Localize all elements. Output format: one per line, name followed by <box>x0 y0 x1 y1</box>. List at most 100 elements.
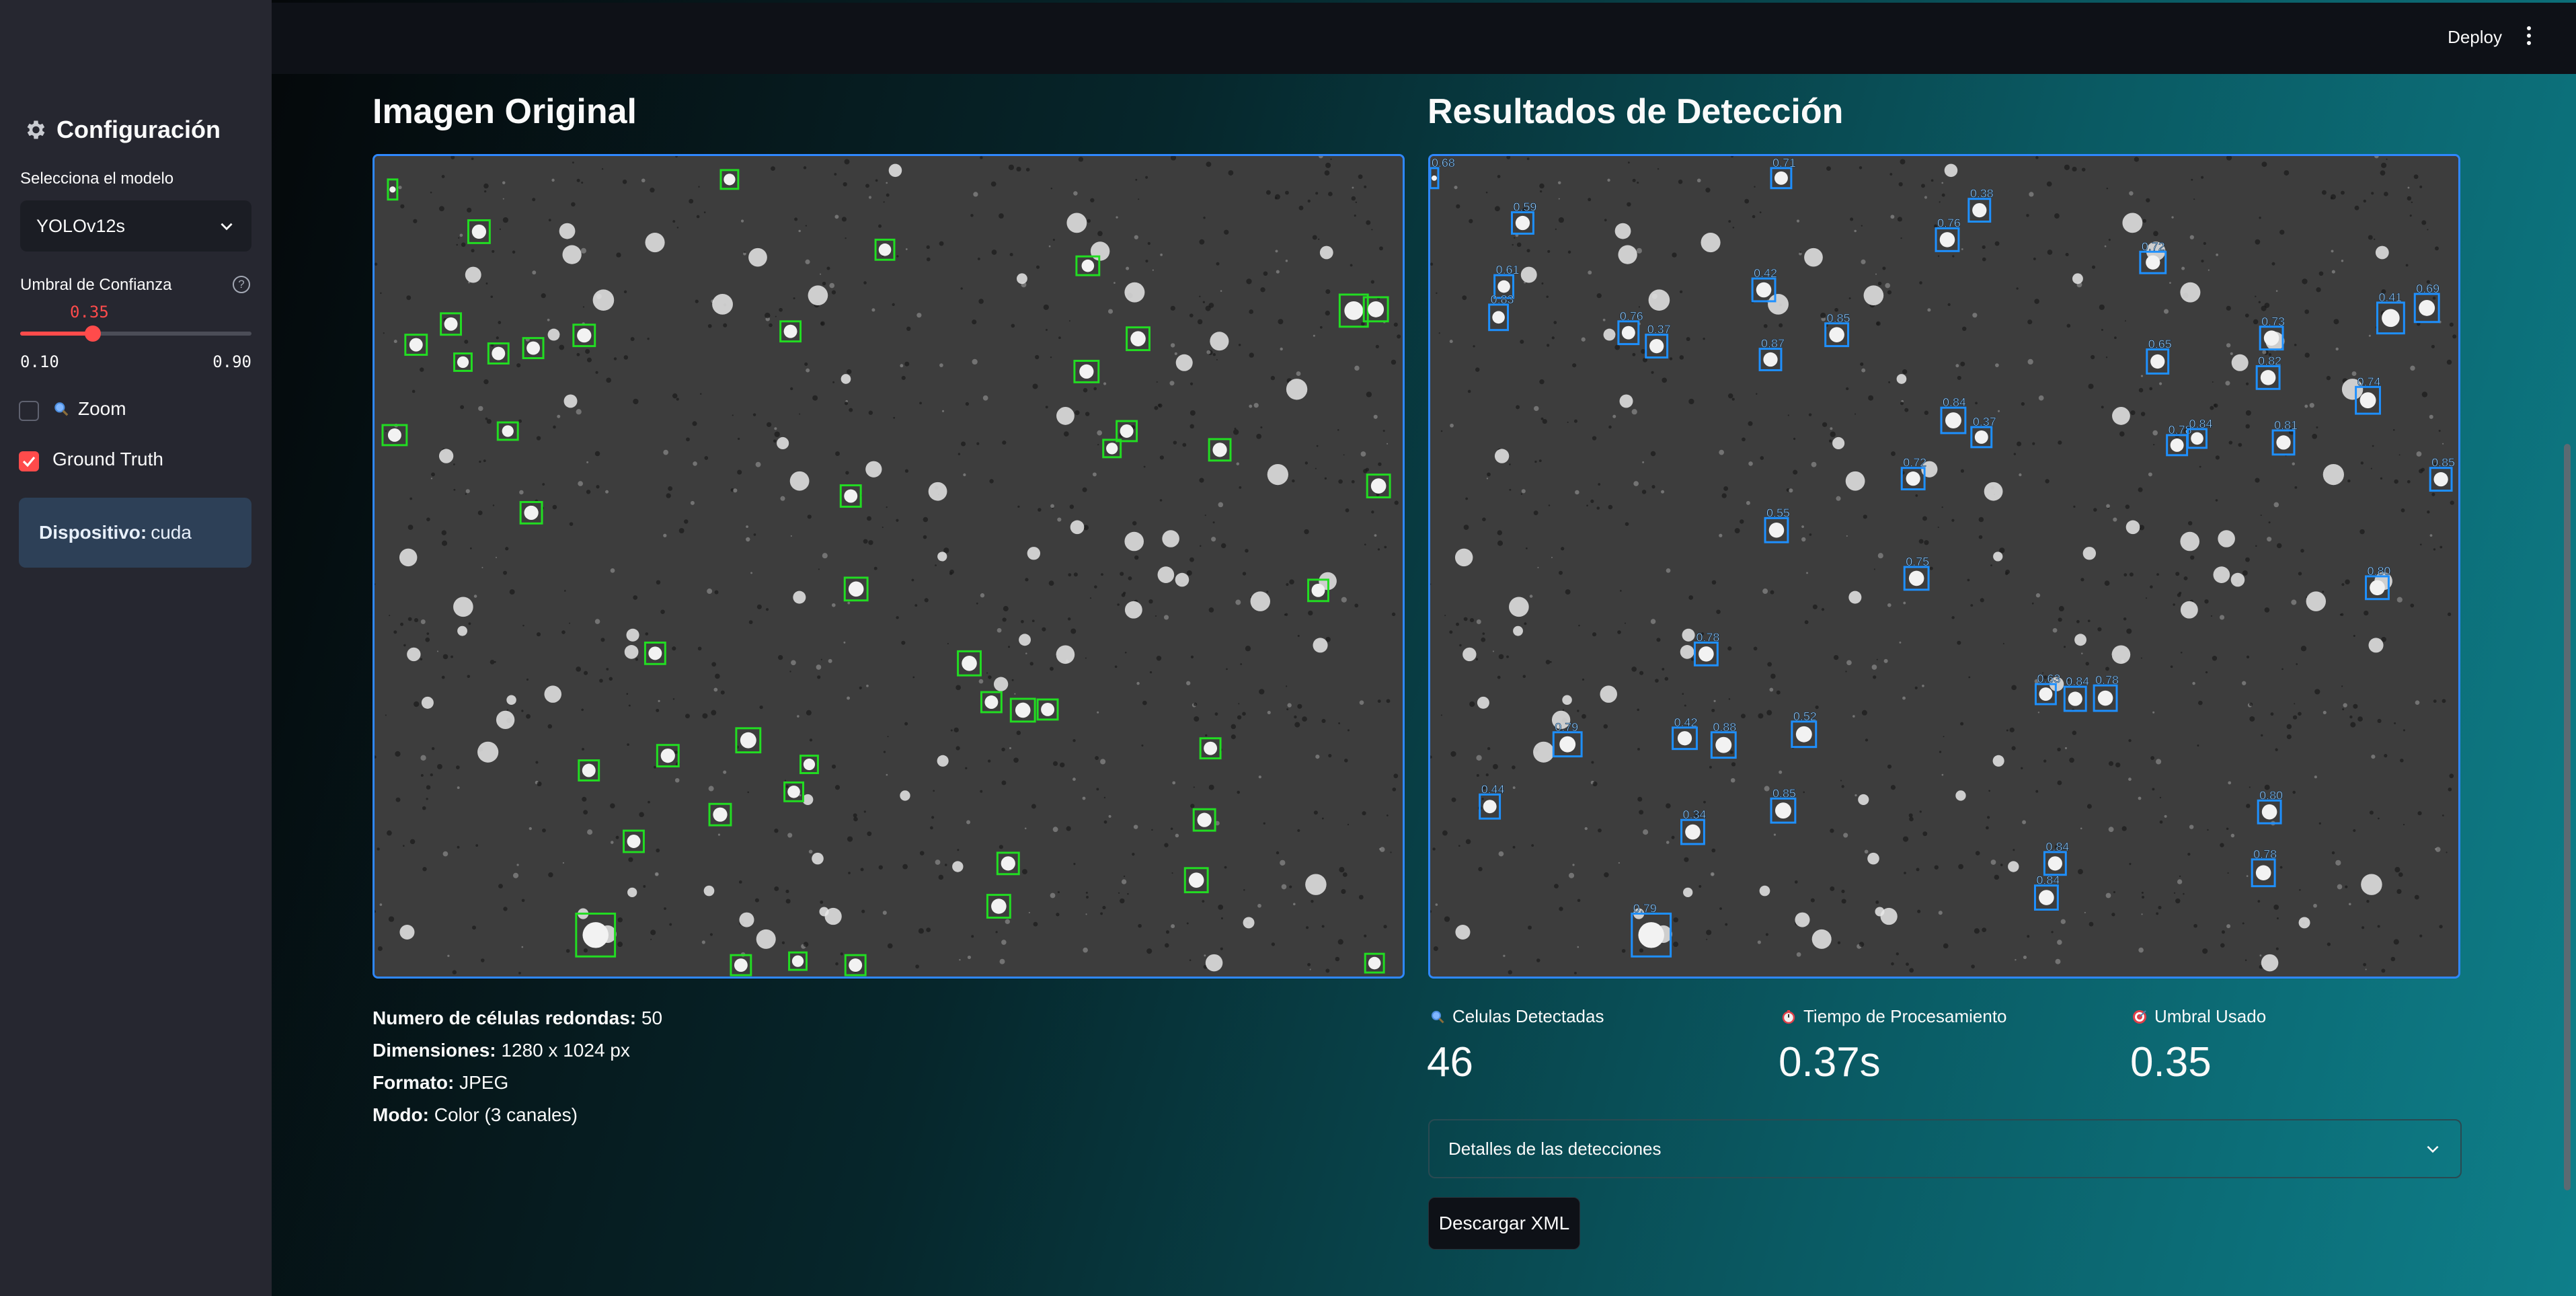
speckle <box>1124 651 1127 654</box>
speckle <box>532 198 536 202</box>
speckle <box>1995 363 1999 367</box>
speckle <box>2021 402 2025 406</box>
help-icon[interactable]: ? <box>233 276 250 293</box>
round-cell <box>740 732 756 749</box>
speckle <box>2193 198 2195 200</box>
speckle <box>1145 260 1148 263</box>
speckle <box>1512 845 1516 849</box>
cell <box>865 461 882 478</box>
speckle <box>436 650 438 652</box>
speckle <box>1581 337 1586 342</box>
speckle <box>2345 885 2348 888</box>
speckle <box>557 414 561 418</box>
speckle <box>2099 304 2105 310</box>
speckle <box>1048 245 1051 247</box>
download-xml-button[interactable]: Descargar XML <box>1428 1197 1580 1250</box>
speckle <box>1031 619 1035 623</box>
speckle <box>1699 884 1702 888</box>
speckle <box>1120 898 1125 904</box>
detections-expander[interactable]: Detalles de las detecciones <box>1428 1119 2462 1178</box>
metric-threshold-label: Umbral Usado <box>2132 1006 2266 1027</box>
speckle <box>1319 156 1323 159</box>
kebab-menu-icon[interactable] <box>2522 23 2536 50</box>
threshold-slider-track[interactable] <box>20 332 251 336</box>
speckle <box>1540 190 1543 193</box>
speckle <box>1246 278 1252 284</box>
speckle <box>723 770 727 774</box>
speckle <box>812 395 818 401</box>
speckle <box>1711 580 1717 585</box>
speckle <box>2123 617 2127 621</box>
zoom-checkbox[interactable] <box>19 401 39 421</box>
info-value: 50 <box>641 1007 663 1028</box>
speckle <box>1394 500 1399 505</box>
detection-score: 0.83 <box>1491 293 1514 306</box>
speckle <box>2433 548 2436 551</box>
speckle <box>1497 175 1501 178</box>
speckle <box>1864 849 1869 854</box>
speckle <box>1682 693 1684 695</box>
speckle <box>2271 358 2273 360</box>
round-cell <box>791 955 804 967</box>
speckle <box>1338 479 1343 484</box>
detection-box <box>1824 322 1850 348</box>
speckle <box>1189 959 1192 961</box>
deploy-button[interactable]: Deploy <box>2448 27 2502 47</box>
cell <box>547 328 560 341</box>
speckle <box>1438 332 1440 334</box>
speckle <box>495 556 497 558</box>
speckle <box>1497 540 1504 546</box>
cell <box>2231 354 2249 371</box>
detection-score: 0.84 <box>2066 675 2089 688</box>
detection-box <box>2271 429 2296 456</box>
speckle <box>447 954 450 957</box>
scrollbar[interactable] <box>2564 444 2571 1190</box>
speckle <box>1487 747 1491 751</box>
speckle <box>2052 627 2058 633</box>
speckle <box>2238 443 2242 447</box>
speckle <box>709 933 713 936</box>
speckle <box>471 157 474 160</box>
speckle <box>1469 701 1475 708</box>
speckle <box>1555 228 1557 230</box>
speckle <box>1503 954 1506 957</box>
detection-box <box>1680 818 1705 845</box>
speckle <box>1848 297 1851 299</box>
speckle <box>2134 157 2140 162</box>
threshold-slider-thumb[interactable] <box>84 326 101 342</box>
speckle <box>1574 971 1577 975</box>
cell <box>841 374 851 384</box>
speckle <box>1903 601 1906 605</box>
detection-score: 0.78 <box>2253 847 2277 861</box>
speckle <box>564 590 566 592</box>
speckle <box>1459 644 1462 647</box>
speckle <box>1703 338 1705 340</box>
round-cell <box>1120 424 1134 438</box>
speckle <box>1582 714 1586 719</box>
round-cell <box>1370 478 1387 494</box>
speckle <box>1430 262 1434 266</box>
speckle <box>2249 702 2253 706</box>
speckle <box>2057 747 2061 752</box>
speckle <box>1731 156 1733 158</box>
detection-score: 0.37 <box>1973 415 1996 428</box>
speckle <box>1776 690 1781 695</box>
ground-truth-checkbox[interactable] <box>19 451 39 471</box>
speckle <box>1182 443 1187 447</box>
speckle <box>2321 190 2327 195</box>
speckle <box>1554 884 1559 889</box>
speckle <box>781 941 785 944</box>
speckle <box>2341 583 2345 586</box>
speckle <box>1380 847 1385 852</box>
speckle <box>860 868 864 872</box>
speckle <box>1740 519 1744 524</box>
speckle <box>2175 898 2181 904</box>
model-select[interactable]: YOLOv12s <box>20 200 251 252</box>
speckle <box>2140 412 2146 416</box>
round-cell <box>1763 352 1778 367</box>
speckle <box>385 430 387 432</box>
cell <box>2082 547 2097 560</box>
speckle <box>2279 866 2283 869</box>
speckle <box>2088 383 2094 389</box>
cell <box>1944 163 1958 178</box>
